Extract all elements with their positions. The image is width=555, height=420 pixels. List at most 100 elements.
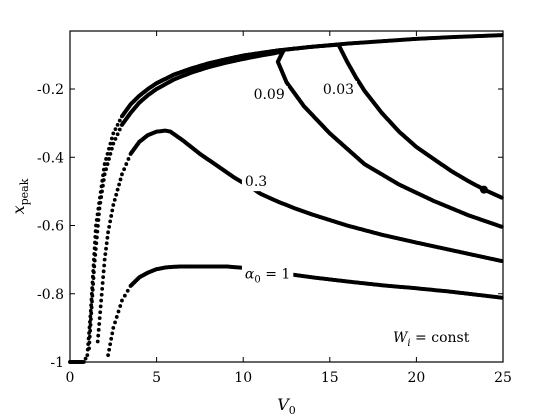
- curve-dot: [85, 347, 90, 352]
- curve-dot: [120, 172, 124, 177]
- curve-dot: [92, 252, 97, 256]
- curve-label-background: [241, 173, 271, 192]
- curve-dot: [111, 131, 116, 136]
- curve-dot: [98, 310, 103, 315]
- curve-dot: [87, 331, 91, 335]
- curve-dot: [105, 151, 110, 156]
- curve-dot: [88, 320, 92, 324]
- curve-dot: [94, 218, 99, 222]
- y-axis-label-main: x: [9, 205, 28, 214]
- curve-label-rest: = 1: [261, 266, 291, 282]
- curve-label-0-3: 0.3: [245, 174, 267, 190]
- curve-dot: [100, 178, 105, 183]
- curve-dot: [115, 132, 120, 137]
- curve-label-0-03: 0.03: [323, 82, 354, 98]
- curve-dot: [125, 288, 130, 293]
- curve-dot: [101, 167, 106, 172]
- x-axis-label: V0: [277, 395, 296, 417]
- curve-dot: [88, 314, 93, 319]
- series-0-09: [87, 49, 504, 351]
- curve-dot: [113, 320, 117, 325]
- curve-dot: [118, 177, 123, 182]
- curve-dot: [98, 304, 103, 309]
- curve-dot: [93, 229, 98, 234]
- curves-layer: [68, 33, 504, 364]
- curve-dot: [101, 269, 106, 274]
- curve-dot: [117, 127, 122, 132]
- curve-dot: [99, 298, 104, 303]
- x-axis-label-main: V: [277, 395, 290, 414]
- curve-dot: [89, 303, 94, 308]
- curve-dot: [90, 286, 95, 290]
- curve-label-background: [241, 265, 294, 287]
- series-0-3: [95, 128, 504, 344]
- x-tick-label: 0: [66, 370, 75, 386]
- curve-dot: [91, 269, 96, 273]
- curve-dot: [95, 339, 100, 344]
- curve-dot: [90, 280, 95, 285]
- curve-dot: [92, 246, 97, 251]
- curve-dot: [108, 219, 113, 224]
- curve-dot: [105, 162, 110, 166]
- curve-dot: [98, 195, 102, 200]
- curve-dot: [109, 136, 114, 141]
- curve-dot: [126, 157, 131, 161]
- curve-dot: [89, 291, 94, 296]
- curve-dot: [89, 297, 94, 302]
- x-axis-label-sub: 0: [289, 404, 296, 417]
- curve-dot: [110, 208, 115, 213]
- curve-labels-layer: α0 = 1 0.3 0.09 0.03: [241, 81, 358, 287]
- curve-label-background: [319, 81, 358, 100]
- curve-dot: [99, 184, 104, 189]
- curve-dot: [85, 353, 90, 358]
- curve-dot: [98, 190, 103, 194]
- y-axis-label: xpeak: [9, 178, 31, 214]
- curve-dot: [118, 304, 123, 308]
- curve-dot: [108, 342, 113, 347]
- curve-dot: [97, 201, 102, 206]
- curve-dot: [90, 274, 95, 279]
- curve-dot: [96, 333, 101, 338]
- curve-dot: [107, 347, 112, 352]
- curve-dot: [104, 157, 108, 161]
- curve-dot: [111, 141, 116, 146]
- y-tick-label: -0.2: [37, 82, 64, 98]
- curve-label-0-09: 0.09: [254, 87, 285, 103]
- y-tick-label: -0.8: [37, 287, 64, 303]
- y-tick-label: -0.4: [37, 150, 64, 166]
- curve-dot: [104, 246, 108, 251]
- curve-dot: [122, 293, 127, 298]
- curve-dot: [108, 141, 113, 146]
- curve-dot: [101, 173, 105, 178]
- curve-dot: [97, 316, 102, 321]
- curve-dot: [115, 187, 120, 192]
- curve-dot: [111, 325, 116, 330]
- curve-dot: [93, 240, 97, 245]
- curve-dot: [104, 241, 109, 246]
- curve-dot: [124, 162, 129, 166]
- curve-dot: [113, 137, 118, 141]
- curve-dot: [106, 353, 110, 358]
- curve-label-main: 0.3: [245, 174, 267, 190]
- plot-frame: [69, 30, 504, 363]
- curve-dot: [83, 356, 88, 361]
- curve-dot: [93, 234, 98, 239]
- curve-label-background: [250, 86, 288, 105]
- curve-dot: [103, 252, 108, 257]
- curve-dot: [117, 182, 121, 187]
- curve-dot: [96, 327, 101, 332]
- curve-dot: [108, 151, 113, 156]
- curve-dot: [95, 212, 100, 217]
- curve-dot: [106, 230, 110, 235]
- highlight-marker: [479, 185, 488, 194]
- curve-dot: [114, 192, 119, 197]
- curve-dot: [100, 281, 105, 285]
- curve-dot: [87, 325, 92, 330]
- curve-dot: [122, 167, 127, 172]
- curve-dot: [96, 206, 101, 211]
- curve-dot: [117, 118, 122, 123]
- y-tick-label: -1: [50, 355, 64, 371]
- curve-dot: [105, 235, 110, 240]
- curve-dot: [101, 275, 106, 280]
